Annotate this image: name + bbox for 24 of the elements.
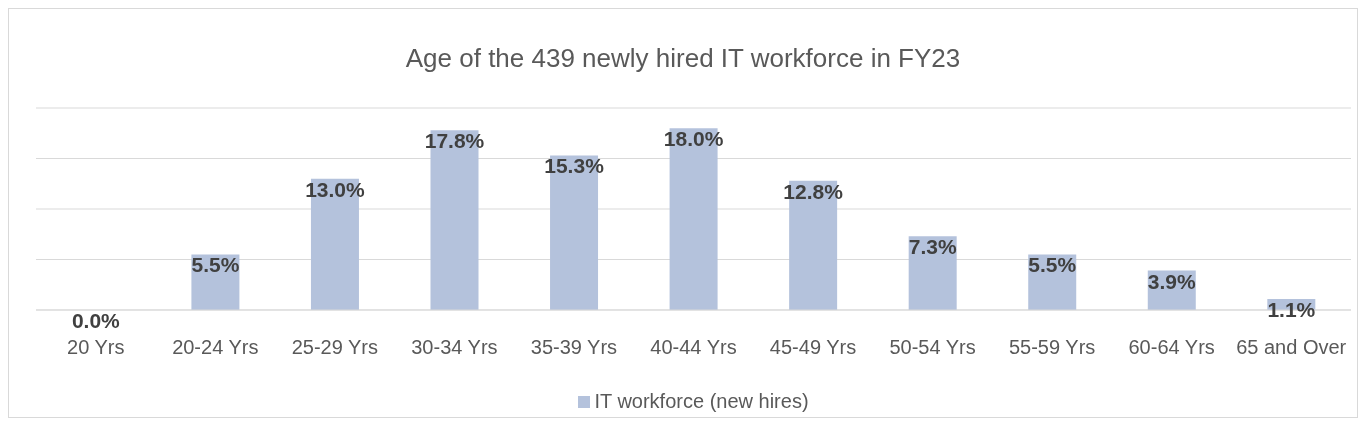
data-label: 1.1%: [1267, 297, 1316, 321]
data-label: 15.3%: [544, 154, 605, 178]
x-tick-label: 65 and Over: [1236, 336, 1347, 359]
x-tick-label: 50-54 Yrs: [889, 336, 976, 359]
data-label: 3.9%: [1147, 269, 1197, 293]
data-label: 5.5%: [1028, 253, 1077, 277]
x-tick-label: 55-59 Yrs: [1008, 336, 1096, 359]
x-tick-label: 20 Yrs: [67, 336, 125, 359]
x-tick-label: 40-44 Yrs: [650, 336, 737, 359]
x-tick-label: 20-24 Yrs: [172, 336, 259, 359]
data-label: 18.0%: [663, 127, 724, 151]
x-tick-label: 60-64 Yrs: [1128, 336, 1215, 359]
data-label: 13.0%: [305, 177, 366, 201]
x-tick-label: 25-29 Yrs: [291, 336, 379, 359]
x-tick-label: 30-34 Yrs: [411, 336, 498, 359]
data-label: 5.5%: [191, 253, 240, 277]
x-tick-label: 45-49 Yrs: [769, 336, 857, 359]
chart-title: Age of the 439 newly hired IT workforce in FY23: [404, 42, 962, 73]
data-label: 17.8%: [424, 129, 485, 153]
data-label: 7.3%: [908, 235, 957, 259]
data-label: 0.0%: [71, 308, 121, 332]
legend-label: IT workforce (new hires): [593, 390, 809, 413]
x-tick-label: 35-39 Yrs: [530, 336, 618, 359]
data-label: 12.8%: [783, 179, 844, 203]
